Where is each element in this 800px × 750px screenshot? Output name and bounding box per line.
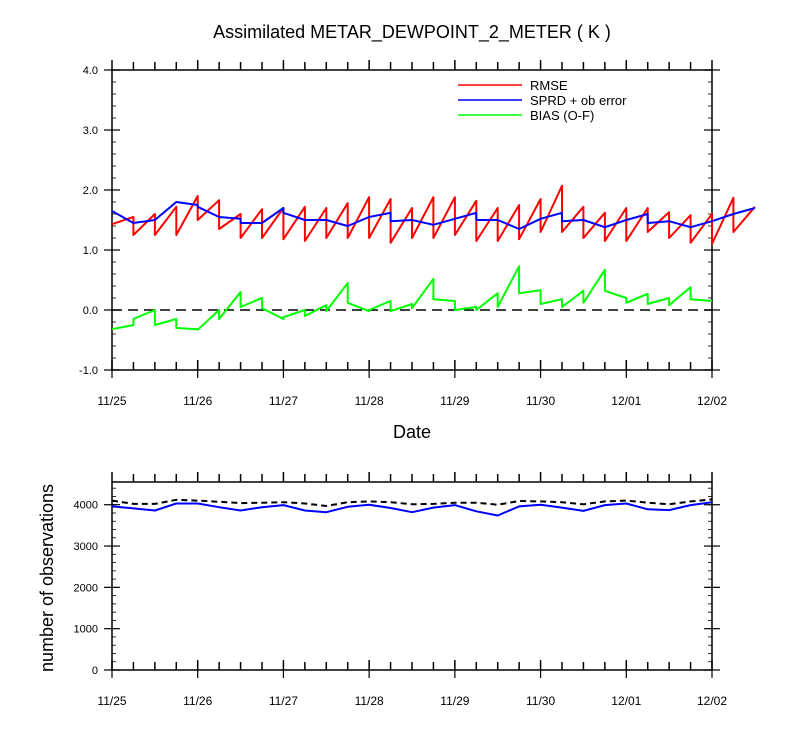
top-y-tick-label: -1.0 bbox=[79, 365, 98, 377]
bottom-y-tick-label: 3000 bbox=[74, 541, 98, 553]
bottom-y-tick-label: 2000 bbox=[74, 582, 98, 594]
top-plot-area: -1.0 0.0 1.0 2.0 3.0 4.0 11/25 11/26 11/27 11/28 1… bbox=[79, 60, 756, 408]
series-line-rmse bbox=[111, 184, 756, 245]
top-x-tick-label: 11/30 bbox=[526, 394, 555, 408]
bottom-x-tick-label: 11/28 bbox=[355, 694, 384, 708]
y-axis-label-observations: number of observations bbox=[37, 484, 57, 672]
series-line-assimilated-observations bbox=[111, 501, 713, 517]
bottom-x-tick-label: 11/30 bbox=[526, 694, 555, 708]
top-y-tick-label: 4.0 bbox=[83, 65, 98, 77]
top-x-tick-label: 11/29 bbox=[440, 394, 469, 408]
bottom-y-tick-label: 1000 bbox=[74, 624, 98, 636]
top-x-tick-label: 11/27 bbox=[269, 394, 298, 408]
bottom-x-tick-label: 12/01 bbox=[611, 694, 641, 708]
series-line-bias-o-f bbox=[111, 265, 713, 331]
top-x-tick-label: 11/25 bbox=[97, 394, 126, 408]
top-y-tick-label: 2.0 bbox=[83, 185, 98, 197]
series-line-total-observations bbox=[111, 498, 713, 507]
top-y-tick-label: 3.0 bbox=[83, 125, 98, 137]
top-y-tick-label: 0.0 bbox=[83, 305, 98, 317]
top-x-tick-label: 12/01 bbox=[611, 394, 641, 408]
top-x-tick-label: 11/26 bbox=[183, 394, 212, 408]
bottom-x-tick-label: 11/26 bbox=[183, 694, 212, 708]
top-y-tick-label: 1.0 bbox=[83, 245, 98, 257]
legend-label: SPRD + ob error bbox=[530, 93, 627, 108]
top-x-tick-label: 11/28 bbox=[355, 394, 384, 408]
bottom-x-tick-label: 12/02 bbox=[697, 694, 727, 708]
top-x-tick-label: 12/02 bbox=[697, 394, 727, 408]
chart-title: Assimilated METAR_DEWPOINT_2_METER ( K ) bbox=[213, 22, 611, 43]
series-line-sprd-ob-error bbox=[111, 201, 756, 230]
legend-label: RMSE bbox=[530, 78, 568, 93]
legend-label: BIAS (O-F) bbox=[530, 108, 594, 123]
bottom-y-tick-label: 4000 bbox=[74, 500, 98, 512]
bottom-frame bbox=[111, 481, 713, 671]
bottom-x-tick-label: 11/25 bbox=[97, 694, 126, 708]
x-axis-label: Date bbox=[393, 422, 431, 442]
bottom-x-tick-label: 11/29 bbox=[440, 694, 469, 708]
bottom-x-tick-label: 11/27 bbox=[269, 694, 298, 708]
bottom-plot-area: 0 1000 2000 3000 4000 11/25 11/26 11/27 11/28 11/… bbox=[74, 472, 727, 708]
bottom-y-tick-label: 0 bbox=[92, 665, 98, 677]
